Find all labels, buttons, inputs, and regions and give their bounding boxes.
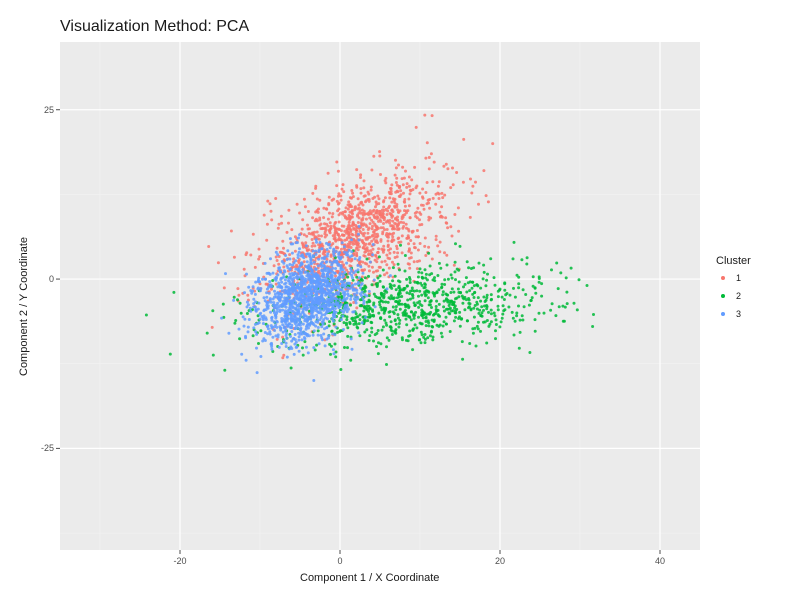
legend-item: 2: [716, 289, 751, 303]
x-tick-label: 20: [495, 556, 505, 566]
legend-swatch: [716, 289, 730, 303]
legend-dot-icon: [721, 294, 725, 298]
legend-label: 2: [736, 291, 741, 302]
x-axis-label: Component 1 / X Coordinate: [300, 572, 439, 584]
legend-dot-icon: [721, 312, 725, 316]
legend-swatch: [716, 271, 730, 285]
legend-item: 3: [716, 307, 751, 321]
x-tick-label: -20: [173, 556, 186, 566]
y-axis-label: Component 2 / Y Coordinate: [18, 237, 30, 376]
plot-canvas: [0, 0, 800, 600]
legend-swatch: [716, 307, 730, 321]
pca-scatter-chart: Visualization Method: PCA -20 0 20 40 -25 0 2…: [0, 0, 800, 600]
legend: Cluster 1 2 3: [716, 255, 751, 321]
y-tick-label: 0: [32, 274, 54, 284]
legend-label: 1: [736, 273, 741, 284]
x-tick-label: 40: [655, 556, 665, 566]
legend-label: 3: [736, 309, 741, 320]
legend-dot-icon: [721, 276, 725, 280]
legend-item: 1: [716, 271, 751, 285]
y-tick-label: -25: [32, 443, 54, 453]
y-tick-label: 25: [32, 105, 54, 115]
legend-title: Cluster: [716, 255, 751, 267]
x-tick-label: 0: [337, 556, 342, 566]
chart-title: Visualization Method: PCA: [60, 18, 249, 36]
